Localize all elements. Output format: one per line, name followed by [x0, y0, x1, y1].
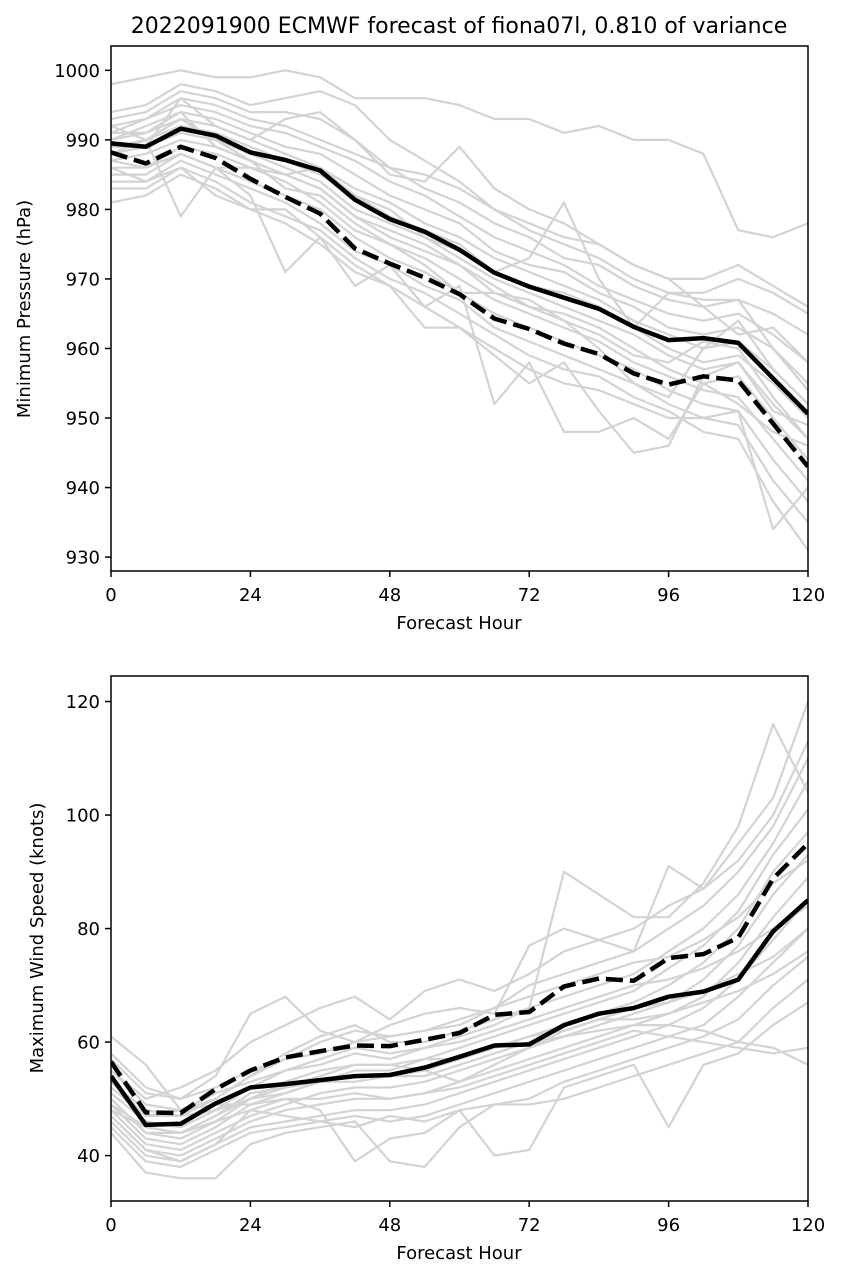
ensemble-member-line: [111, 110, 808, 385]
y-tick-label: 980: [66, 200, 100, 221]
ensemble-member-line: [111, 159, 808, 524]
ensemble-member-line: [111, 780, 808, 1129]
series-group: [111, 701, 808, 1180]
x-tick-label: 96: [657, 1215, 680, 1236]
ensemble-member-line: [111, 1029, 808, 1118]
wind-plot-area: 0 24 48 72 96 120 40 60 80 100 120: [66, 675, 825, 1236]
ensemble-member-line: [111, 1023, 808, 1135]
y-tick-label: 950: [66, 409, 100, 430]
x-tick-label: 0: [105, 585, 116, 606]
x-tick-label: 96: [657, 585, 680, 606]
axes-frame: [110, 675, 809, 1202]
x-tick-label: 48: [378, 585, 401, 606]
y-tick-label: 100: [66, 806, 100, 827]
y-tick-label: 960: [66, 339, 100, 360]
ensemble-member-line: [111, 740, 808, 1100]
ensemble-member-line: [111, 808, 808, 1140]
ensemble-member-line: [111, 124, 808, 419]
ensemble-member-line: [111, 701, 808, 1100]
ensemble-member-line: [111, 757, 808, 1118]
ensemble-member-line: [111, 103, 808, 364]
ensemble-member-line: [111, 166, 808, 551]
x-tick-label: 24: [239, 585, 262, 606]
y-tick-label: 930: [66, 548, 100, 569]
y-tick-label: 990: [66, 130, 100, 151]
x-tick-label: 48: [378, 1215, 401, 1236]
y-tick-label: 80: [77, 919, 100, 940]
ensemble-member-line: [111, 899, 808, 1163]
axes-frame: [110, 45, 809, 572]
y-tick-label: 970: [66, 269, 100, 290]
ensemble-member-line: [111, 69, 808, 239]
wind-panel: 0 24 48 72 96 120 40 60 80 100 120 Forecast Hour M…: [27, 675, 825, 1264]
x-tick-label: 0: [105, 1215, 116, 1236]
ensemble-member-line: [111, 152, 808, 440]
series-group: [111, 69, 808, 551]
x-tick-label: 120: [791, 1215, 825, 1236]
y-tick-label: 120: [66, 692, 100, 713]
pressure-panel: 2022091900 ECMWF forecast of fiona07l, 0…: [14, 14, 825, 634]
x-tick-label: 120: [791, 585, 825, 606]
ensemble-member-line: [111, 978, 808, 1135]
x-tick-label: 24: [239, 1215, 262, 1236]
chart-title: 2022091900 ECMWF forecast of fiona07l, 0…: [131, 14, 788, 39]
x-tick-label: 72: [518, 585, 541, 606]
solid-mean-line: [111, 898, 808, 1128]
x-axis-label: Forecast Hour: [396, 613, 522, 634]
dashed-mean-line: [111, 144, 808, 469]
x-axis-label: Forecast Hour: [396, 1243, 522, 1264]
y-axis-label: Maximum Wind Speed (knots): [27, 803, 48, 1074]
ensemble-member-line: [111, 166, 808, 454]
ensemble-member-line: [111, 854, 808, 1152]
y-tick-label: 940: [66, 478, 100, 499]
ensemble-member-line: [111, 83, 808, 308]
y-tick-label: 40: [77, 1146, 100, 1167]
x-tick-label: 72: [518, 1215, 541, 1236]
pressure-plot-area: 0 24 48 72 96 120 930 940 950 960 970 980 990 1000: [54, 45, 825, 606]
y-axis-label: Minimum Pressure (hPa): [14, 200, 35, 418]
ensemble-member-line: [111, 90, 808, 315]
y-tick-label: 60: [77, 1033, 100, 1054]
y-tick-label: 1000: [54, 61, 100, 82]
ensemble-member-line: [111, 97, 808, 336]
ensemble-member-line: [111, 904, 808, 1112]
dashed-mean-line: [111, 841, 808, 1116]
ensemble-member-line: [111, 145, 808, 482]
solid-mean-line: [111, 126, 808, 416]
